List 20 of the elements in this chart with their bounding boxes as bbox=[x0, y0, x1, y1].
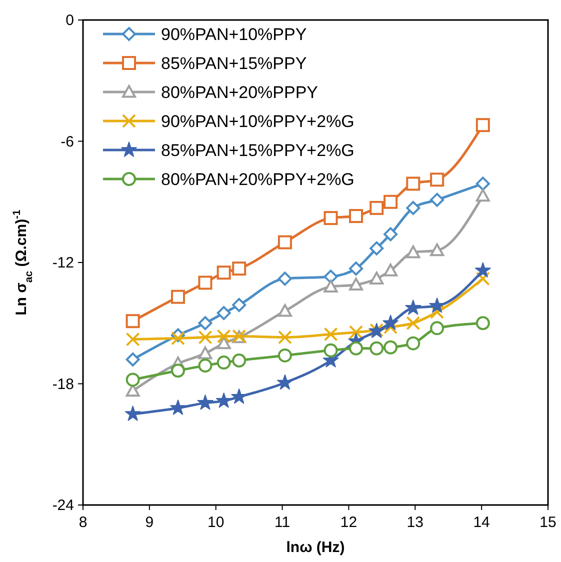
x-tick-label: 8 bbox=[78, 514, 88, 531]
legend-label: 80%PAN+20%PPY+2%G bbox=[161, 170, 354, 189]
x-tick-label: 11 bbox=[274, 514, 290, 531]
x-tick-label: 13 bbox=[406, 514, 424, 531]
legend-label: 85%PAN+15%PPY+2%G bbox=[161, 141, 354, 160]
y-tick-label: -12 bbox=[52, 254, 74, 272]
y-tick-label: -18 bbox=[52, 376, 74, 393]
y-tick-label: 0 bbox=[66, 12, 74, 29]
x-tick-label: 15 bbox=[540, 514, 556, 531]
legend-label: 90%PAN+10%PPY+2%G bbox=[161, 112, 354, 131]
x-tick-label: 10 bbox=[208, 514, 224, 531]
x-tick-label: 12 bbox=[340, 514, 358, 531]
y-tick-label: -24 bbox=[52, 497, 74, 514]
x-axis-title: lnω (Hz) bbox=[286, 539, 345, 556]
y-tick-label: -6 bbox=[60, 133, 74, 150]
legend-label: 80%PAN+20%PPPY bbox=[161, 83, 318, 102]
legend-label: 90%PAN+10%PPY bbox=[161, 25, 307, 44]
x-tick-label: 14 bbox=[473, 514, 490, 531]
x-tick-label: 9 bbox=[145, 514, 154, 531]
legend-label: 85%PAN+15%PPY bbox=[161, 54, 307, 73]
